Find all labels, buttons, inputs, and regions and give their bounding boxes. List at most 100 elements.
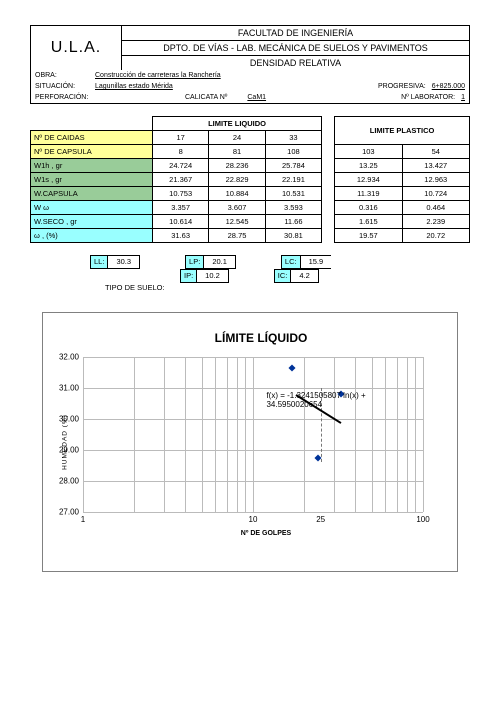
- cell: 25.784: [265, 159, 321, 173]
- x-tick-label: 1: [81, 515, 85, 524]
- cell: 108: [265, 145, 321, 159]
- obra-label: OBRA:: [35, 72, 95, 79]
- y-tick-label: 27.00: [59, 508, 79, 517]
- cell: 103: [335, 145, 402, 159]
- x-tick-label: 100: [416, 515, 429, 524]
- obra-value: Construcción de carreteras la Ranchería: [95, 72, 221, 79]
- cell: 21.367: [152, 173, 208, 187]
- ip-label: IP:: [180, 269, 197, 283]
- cell: 24: [209, 131, 265, 145]
- table-row: Nº DE CAPSULA 8 81 108 103 54: [31, 145, 470, 159]
- cell: 13.25: [335, 159, 402, 173]
- x-tick-25: 25: [316, 515, 325, 524]
- perforacion-label: PERFORACIÓN:: [35, 94, 95, 101]
- cell: 10.884: [209, 187, 265, 201]
- cell: 10.724: [402, 187, 469, 201]
- results-row-1: LL:30.3 LP:20.1 LC:15.9: [30, 255, 470, 269]
- progresiva-label: PROGRESIVA:: [378, 83, 426, 90]
- table-header-row: LIMITE LIQUIDO LIMITE PLASTICO: [31, 117, 470, 131]
- cell: 3.593: [265, 201, 321, 215]
- header-liquido: LIMITE LIQUIDO: [152, 117, 321, 131]
- tipo-suelo-label: TIPO DE SUELO:: [105, 283, 470, 292]
- cell: 20.72: [402, 229, 469, 243]
- x-axis-title: Nº DE GOLPES: [83, 530, 449, 537]
- meta-row-1: OBRA: Construcción de carreteras la Ranc…: [31, 70, 469, 81]
- situacion-label: SITUACIÓN:: [35, 83, 95, 90]
- ic-label: IC:: [274, 269, 292, 283]
- progresiva-group: PROGRESIVA: 6+825.000: [378, 83, 465, 90]
- laborator-value: 1: [461, 94, 465, 101]
- table-row: ω , (%) 31.63 28.75 30.81 19.57 20.72: [31, 229, 470, 243]
- header-titles: FACULTAD DE INGENIERÍA DPTO. DE VÍAS - L…: [122, 26, 469, 70]
- cell: 28.236: [209, 159, 265, 173]
- laborator-group: Nº LABORATOR: 1: [401, 94, 465, 101]
- row-label: Nº DE CAIDAS: [31, 131, 153, 145]
- cell: 19.57: [335, 229, 402, 243]
- title-test: DENSIDAD RELATIVA: [122, 56, 469, 70]
- chart-title: LÍMITE LÍQUIDO: [73, 331, 449, 345]
- meta-row-2: SITUACIÓN: Lagunillas estado Mérida PROG…: [31, 81, 469, 92]
- cell: 13.427: [402, 159, 469, 173]
- ic-value: 4.2: [291, 269, 318, 283]
- table-row: W.SECO , gr 10.614 12.545 11.66 1.615 2.…: [31, 215, 470, 229]
- cell: 81: [209, 145, 265, 159]
- cell: 28.75: [209, 229, 265, 243]
- row-label: W ω: [31, 201, 153, 215]
- y-tick-label: 31.00: [59, 384, 79, 393]
- cell: 12.963: [402, 173, 469, 187]
- progresiva-value: 6+825.000: [432, 83, 465, 90]
- laborator-label: Nº LABORATOR:: [401, 94, 455, 101]
- calicata-label: CALICATA Nº: [185, 94, 227, 101]
- cell: 10.614: [152, 215, 208, 229]
- row-label: W1h , gr: [31, 159, 153, 173]
- title-dept: DPTO. DE VÍAS - LAB. MECÁNICA DE SUELOS …: [122, 41, 469, 56]
- results-row-2: IP:10.2 IC:4.2: [30, 269, 470, 283]
- situacion-value: Lagunillas estado Mérida: [95, 83, 173, 90]
- lp-value: 20.1: [204, 255, 236, 269]
- lp-label: LP:: [185, 255, 204, 269]
- calicata-value: CaM1: [247, 94, 266, 101]
- cell: 3.607: [209, 201, 265, 215]
- header-box: U.L.A. FACULTAD DE INGENIERÍA DPTO. DE V…: [30, 25, 470, 104]
- x-tick-label: 10: [249, 515, 258, 524]
- meta-row-3: PERFORACIÓN: CALICATA Nº CaM1 Nº LABORAT…: [31, 92, 469, 103]
- row-label: W.SECO , gr: [31, 215, 153, 229]
- cell: 0.464: [402, 201, 469, 215]
- cell: 33: [265, 131, 321, 145]
- cell: 31.63: [152, 229, 208, 243]
- ll-value: 30.3: [108, 255, 140, 269]
- cell: 11.319: [335, 187, 402, 201]
- equation-text: f(x) = -1.3241505807 ln(x) + 34.59500206…: [266, 391, 423, 409]
- plot-area: 27.0028.0029.0030.0031.0032.0011010025f(…: [83, 357, 423, 512]
- row-label: Nº DE CAPSULA: [31, 145, 153, 159]
- y-tick-label: 28.00: [59, 477, 79, 486]
- cell: 2.239: [402, 215, 469, 229]
- cell: 30.81: [265, 229, 321, 243]
- y-tick-label: 30.00: [59, 415, 79, 424]
- ip-value: 10.2: [197, 269, 229, 283]
- grid: [83, 357, 423, 512]
- table-row: W.CAPSULA 10.753 10.884 10.531 11.319 10…: [31, 187, 470, 201]
- chart-container: LÍMITE LÍQUIDO HUMEDAD (%) 27.0028.0029.…: [42, 312, 458, 572]
- row-label: W.CAPSULA: [31, 187, 153, 201]
- title-faculty: FACULTAD DE INGENIERÍA: [122, 26, 469, 41]
- cell: 11.66: [265, 215, 321, 229]
- lc-label: LC:: [281, 255, 301, 269]
- header-top: U.L.A. FACULTAD DE INGENIERÍA DPTO. DE V…: [31, 26, 469, 70]
- cell: 54: [402, 145, 469, 159]
- cell: 22.191: [265, 173, 321, 187]
- cell: 0.316: [335, 201, 402, 215]
- cell: 22.829: [209, 173, 265, 187]
- cell: 12.934: [335, 173, 402, 187]
- table-row: W ω 3.357 3.607 3.593 0.316 0.464: [31, 201, 470, 215]
- cell: 3.357: [152, 201, 208, 215]
- cell: 8: [152, 145, 208, 159]
- row-label: ω , (%): [31, 229, 153, 243]
- cell: 24.724: [152, 159, 208, 173]
- cell: 10.531: [265, 187, 321, 201]
- header-plastico: LIMITE PLASTICO: [335, 117, 470, 145]
- row-label: W1s , gr: [31, 173, 153, 187]
- lc-value: 15.9: [301, 255, 332, 269]
- y-tick-label: 29.00: [59, 446, 79, 455]
- table-row: W1s , gr 21.367 22.829 22.191 12.934 12.…: [31, 173, 470, 187]
